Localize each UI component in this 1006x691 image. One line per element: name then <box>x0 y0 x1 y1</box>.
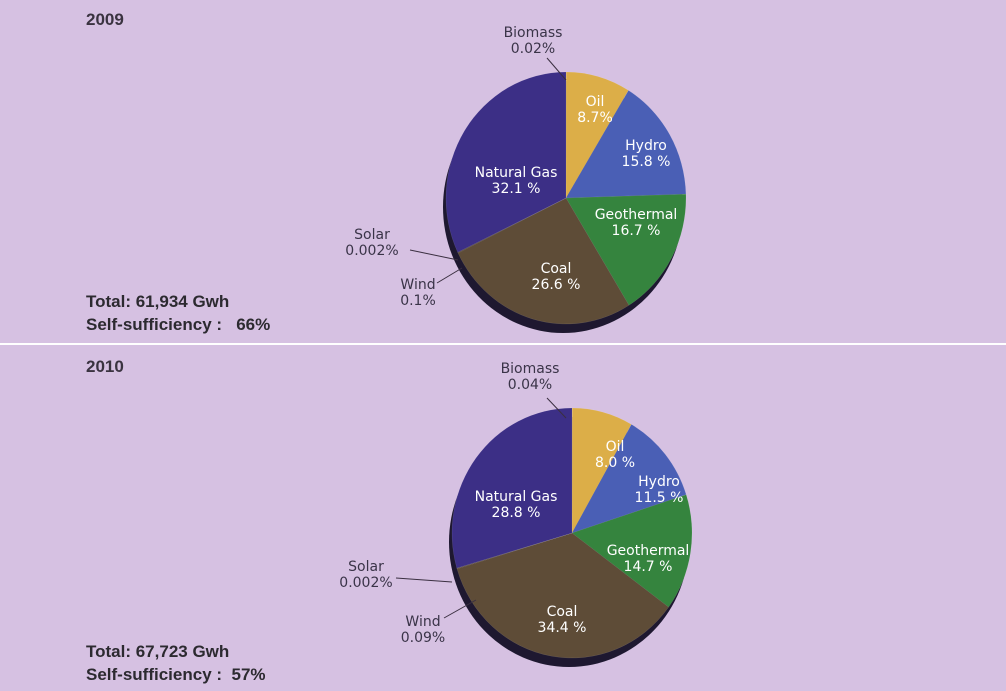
leader-line-wind <box>443 599 477 619</box>
slice-value-wind: 0.09% <box>401 630 445 646</box>
slice-label-oil: Oil <box>586 94 605 110</box>
slice-value-solar: 0.002% <box>345 243 398 259</box>
pie-slice-wind <box>457 197 567 254</box>
leader-line-wind <box>436 267 463 284</box>
slice-value-natural-gas: 28.8 % <box>492 505 541 521</box>
pie-slice-coal <box>456 532 669 659</box>
slice-label-solar: Solar <box>354 227 390 243</box>
slice-label-biomass: Biomass <box>501 361 560 377</box>
slice-value-solar: 0.002% <box>339 575 392 591</box>
slice-label-hydro: Hydro <box>625 138 667 154</box>
slice-value-natural-gas: 32.1 % <box>492 181 541 197</box>
slice-value-oil: 8.7% <box>577 110 613 126</box>
pie-slice-geothermal <box>565 193 687 306</box>
slice-label-coal: Coal <box>541 261 572 277</box>
slice-value-biomass: 0.02% <box>511 41 555 57</box>
pie-slice-hydro <box>571 424 687 534</box>
slice-label-coal: Coal <box>547 604 578 620</box>
leader-line-biomass <box>546 57 567 81</box>
pie-slice-natural-gas <box>451 407 573 569</box>
slice-label-solar: Solar <box>348 559 384 575</box>
pie-slice-coal <box>457 197 630 325</box>
total-generation: Total: 61,934 Gwh <box>86 292 230 311</box>
slice-label-hydro: Hydro <box>638 474 680 490</box>
slice-value-hydro: 11.5 % <box>635 490 684 506</box>
slice-label-geothermal: Geothermal <box>595 207 678 223</box>
slice-label-natural-gas: Natural Gas <box>475 489 558 505</box>
slice-value-hydro: 15.8 % <box>622 154 671 170</box>
slice-value-wind: 0.1% <box>400 293 436 309</box>
self-sufficiency: Self-sufficiency : 66% <box>86 315 270 335</box>
leader-line-solar <box>395 577 453 583</box>
slice-label-geothermal: Geothermal <box>607 543 690 559</box>
self-sufficiency-value: 66% <box>236 315 271 334</box>
slice-label-natural-gas: Natural Gas <box>475 165 558 181</box>
slice-value-geothermal: 16.7 % <box>612 223 661 239</box>
slice-label-wind: Wind <box>405 614 440 630</box>
self-sufficiency-label: Self-sufficiency : <box>86 665 223 684</box>
total-generation: Total: 67,723 Gwh <box>86 642 230 661</box>
pie-slice-natural-gas <box>445 71 567 253</box>
slice-value-biomass: 0.04% <box>508 377 552 393</box>
self-sufficiency-label: Self-sufficiency : <box>86 315 223 334</box>
pie-slice-oil <box>571 407 632 534</box>
leader-line-solar <box>409 249 459 261</box>
slice-value-coal: 34.4 % <box>538 620 587 636</box>
slice-label-oil: Oil <box>606 439 625 455</box>
slice-value-coal: 26.6 % <box>532 277 581 293</box>
slice-label-biomass: Biomass <box>504 25 563 41</box>
slice-value-geothermal: 14.7 % <box>624 559 673 575</box>
slice-value-oil: 8.0 % <box>595 455 635 471</box>
chart-title: 2009 <box>86 10 124 29</box>
self-sufficiency-value: 57% <box>231 665 266 684</box>
self-sufficiency: Self-sufficiency : 57% <box>86 665 266 685</box>
pie-slice-oil <box>565 71 629 199</box>
pie-chart-panel-2009: 2009 Biomass 0.02% Oil 8.7% Hydro 15.8 % Geoth… <box>0 0 1006 343</box>
leader-line-biomass <box>546 397 567 419</box>
pie-slice-hydro <box>565 90 687 199</box>
slice-label-wind: Wind <box>400 277 435 293</box>
pie-chart-panel-2010: 2010 Biomass 0.04% Oil 8.0 % Hydro 11.5 % Geot… <box>0 345 1006 691</box>
pie-slice-wind <box>456 532 573 570</box>
chart-title: 2010 <box>86 357 124 376</box>
pie-slice-geothermal <box>571 494 693 608</box>
